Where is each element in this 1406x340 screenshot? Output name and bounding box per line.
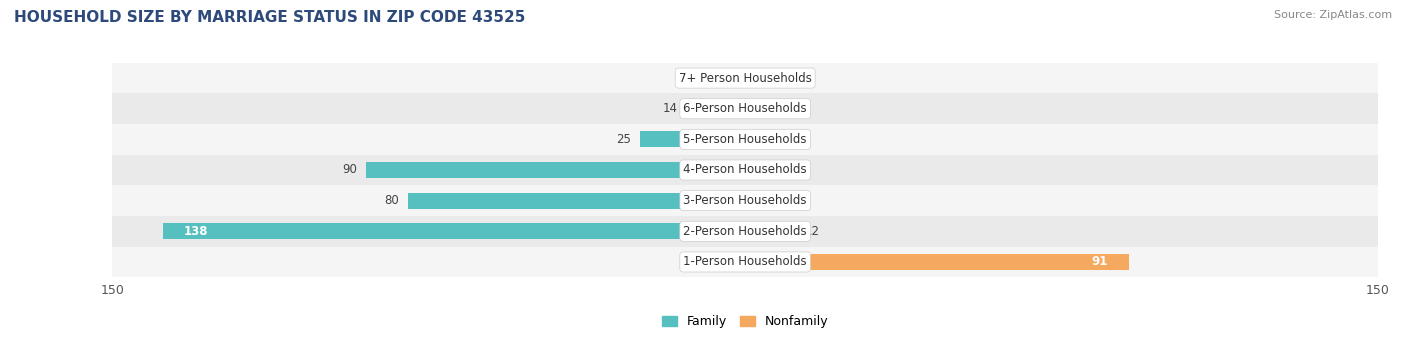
Text: 0: 0 (754, 71, 761, 85)
Bar (408, 193, 745, 209)
Text: 2-Person Households: 2-Person Households (683, 225, 807, 238)
Text: 14: 14 (662, 102, 678, 115)
Text: 91: 91 (1091, 255, 1108, 269)
Bar (640, 131, 745, 147)
Text: 6-Person Households: 6-Person Households (683, 102, 807, 115)
Text: 138: 138 (184, 225, 208, 238)
Text: 80: 80 (385, 194, 399, 207)
Text: 3-Person Households: 3-Person Households (683, 194, 807, 207)
Bar (112, 216, 1378, 246)
Text: 0: 0 (754, 133, 761, 146)
Text: 1-Person Households: 1-Person Households (683, 255, 807, 269)
Bar (686, 101, 745, 117)
Text: 90: 90 (342, 164, 357, 176)
Text: 7+ Person Households: 7+ Person Households (679, 71, 811, 85)
Text: 0: 0 (754, 164, 761, 176)
Bar (112, 94, 1378, 124)
Text: 0: 0 (730, 255, 737, 269)
Bar (163, 223, 745, 239)
Bar (745, 254, 1129, 270)
Bar (112, 185, 1378, 216)
Bar (112, 124, 1378, 155)
Text: 12: 12 (804, 225, 820, 238)
Bar (112, 246, 1378, 277)
Bar (112, 63, 1378, 94)
Legend: Family, Nonfamily: Family, Nonfamily (657, 310, 834, 334)
Bar (366, 162, 745, 178)
Text: 25: 25 (616, 133, 631, 146)
Text: 0: 0 (754, 102, 761, 115)
Text: 5-Person Households: 5-Person Households (683, 133, 807, 146)
Text: HOUSEHOLD SIZE BY MARRIAGE STATUS IN ZIP CODE 43525: HOUSEHOLD SIZE BY MARRIAGE STATUS IN ZIP… (14, 10, 526, 25)
Text: 0: 0 (730, 71, 737, 85)
Bar (745, 223, 796, 239)
Text: 0: 0 (754, 194, 761, 207)
Text: 4-Person Households: 4-Person Households (683, 164, 807, 176)
Bar (112, 155, 1378, 185)
Text: Source: ZipAtlas.com: Source: ZipAtlas.com (1274, 10, 1392, 20)
